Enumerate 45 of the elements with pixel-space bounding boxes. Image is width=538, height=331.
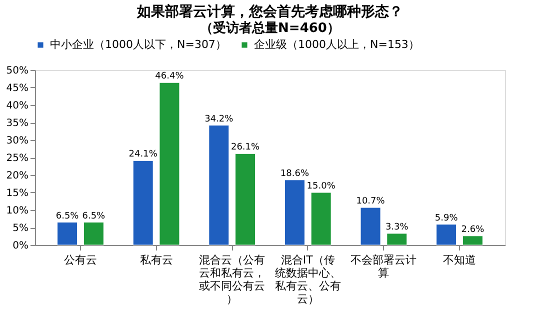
x-tick-label: 不知道: [443, 254, 476, 266]
data-label: 2.6%: [461, 224, 485, 235]
x-tick-label: 混合云（公有云和私有云，或不同公有云）: [199, 254, 266, 306]
data-label: 24.1%: [128, 150, 158, 160]
bar: [132, 160, 154, 246]
bar: [284, 180, 305, 246]
y-tick-label: 20%: [6, 170, 28, 182]
x-tick-label: 公有云: [64, 254, 97, 266]
y-tick-label: 10%: [6, 206, 28, 216]
bar: [310, 192, 332, 246]
y-tick-label: 5%: [12, 223, 28, 234]
data-label: 15.0%: [306, 182, 336, 192]
y-tick-label: 45%: [6, 83, 28, 94]
bar: [386, 233, 408, 246]
bar: [159, 82, 180, 246]
y-tick-label: 15%: [6, 188, 28, 199]
data-label: 18.6%: [280, 168, 310, 179]
y-tick-label: 25%: [6, 153, 28, 164]
data-label: 34.2%: [204, 114, 234, 124]
y-tick-label: 0%: [12, 240, 28, 252]
y-tick-label: 40%: [6, 100, 28, 112]
x-tick-label: 混合IT（传统数据中心、私有云、公有云）: [274, 254, 341, 306]
bar: [462, 236, 483, 246]
data-label: 46.4%: [155, 72, 184, 82]
bar: [83, 222, 104, 246]
bar: [208, 125, 230, 246]
data-label: 5.9%: [434, 213, 458, 224]
data-label: 3.3%: [385, 222, 409, 232]
legend-label: 企业级（1000人以上，N=153）: [254, 38, 420, 51]
x-tick-label: 不会部署云计算: [350, 254, 417, 280]
bar: [235, 153, 256, 246]
chart-title: 如果部署云计算，您会首先考虑哪种形态？: [136, 3, 403, 20]
legend-label: 中小企业（1000人以下，N=307）: [50, 38, 226, 51]
data-label: 6.5%: [56, 211, 80, 222]
bar: [436, 224, 457, 246]
y-tick-label: 35%: [6, 118, 28, 129]
bar: [57, 222, 78, 246]
bar: [360, 207, 381, 246]
y-tick-label: 30%: [6, 136, 28, 146]
data-label: 26.1%: [230, 142, 260, 153]
x-tick-label: 私有云: [140, 254, 173, 266]
data-label: 10.7%: [356, 196, 386, 207]
chart-subtitle: （受访者总量N=460）: [200, 20, 340, 36]
y-tick-label: 50%: [6, 66, 28, 76]
data-label: 6.5%: [82, 211, 106, 222]
